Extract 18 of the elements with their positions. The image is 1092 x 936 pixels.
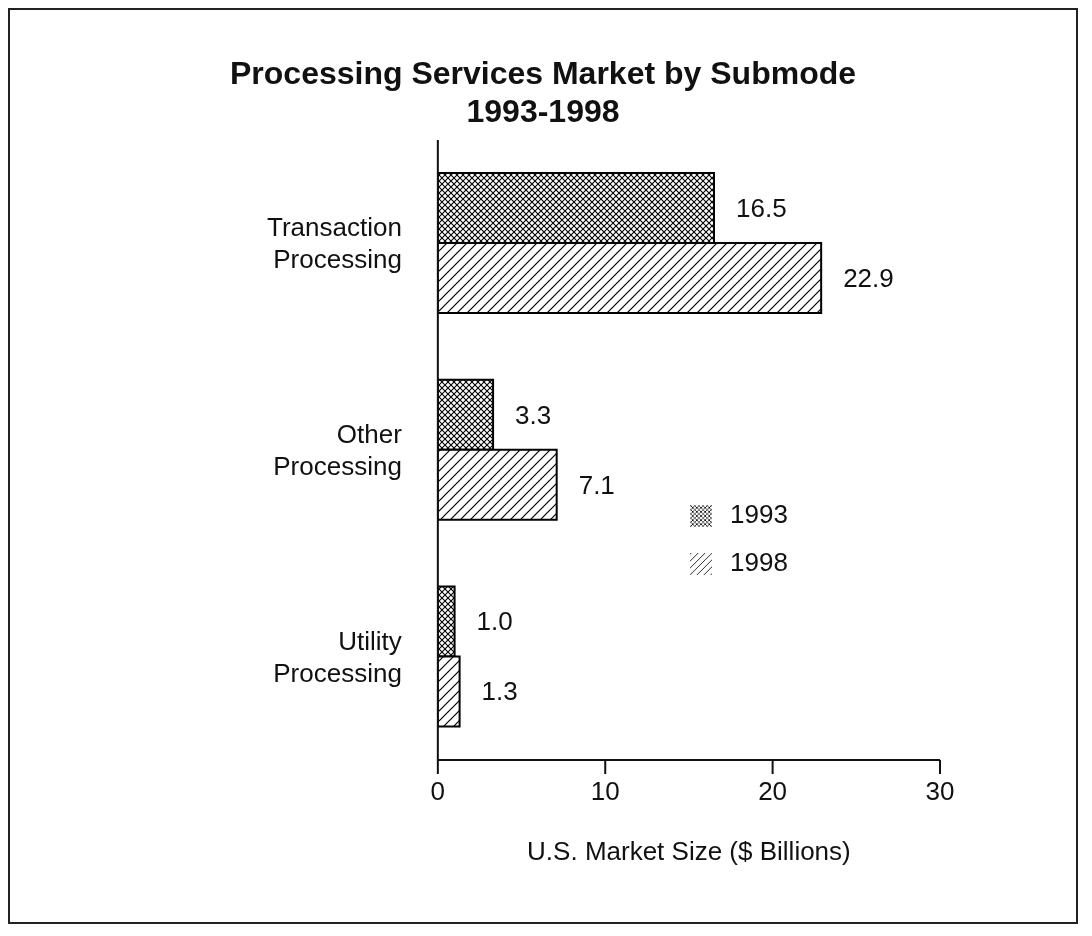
x-axis-title: U.S. Market Size ($ Billions) xyxy=(527,836,851,866)
data-label: 1.0 xyxy=(476,606,513,637)
data-label: 3.3 xyxy=(515,399,552,430)
data-label: 16.5 xyxy=(736,193,787,224)
x-tick-label: 20 xyxy=(758,776,788,807)
y-tick-label: Other Processing xyxy=(273,419,403,481)
y-tick-label: Utility Processing xyxy=(273,625,402,688)
legend-label: 1998 xyxy=(730,547,788,577)
chart-title: Processing Services Market by Submode xyxy=(229,54,857,92)
data-label: 1.3 xyxy=(481,676,518,707)
chart-subtitle: 1993-1998 xyxy=(465,92,621,130)
y-tick-label: Transaction Processing xyxy=(266,212,402,275)
x-tick-label: 0 xyxy=(430,776,446,807)
data-label: 7.1 xyxy=(578,469,615,500)
data-label: 22.9 xyxy=(843,263,894,294)
x-tick-label: 30 xyxy=(925,776,955,807)
x-tick-label: 10 xyxy=(590,776,620,807)
legend-label: 1993 xyxy=(730,499,788,529)
